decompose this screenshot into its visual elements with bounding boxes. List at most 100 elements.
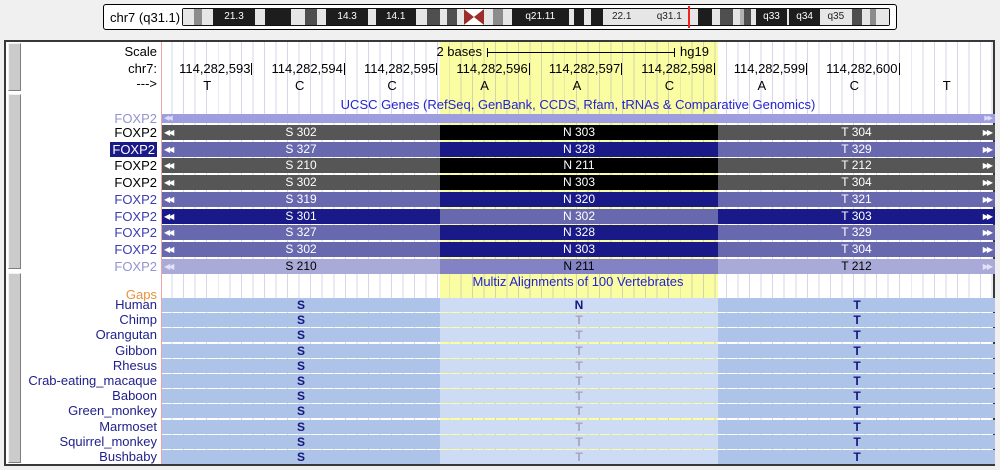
gene-bar-codon-highlight [440, 258, 718, 274]
alignment-letter: S [296, 434, 305, 449]
gene-label[interactable]: FOXP2 [114, 225, 157, 241]
chromosome-band [851, 9, 863, 25]
species-label[interactable]: Orangutan [95, 327, 157, 343]
position-label: 114,282,596 [456, 61, 528, 76]
gene-bar-codon-highlight [440, 125, 718, 140]
chromosome-band [426, 9, 441, 25]
gene-label[interactable]: FOXP2 [114, 191, 157, 207]
alignment-letter: T [853, 434, 861, 449]
species-label[interactable]: Crab-eating_macaque [28, 373, 157, 388]
gene-label[interactable]: FOXP2 [114, 111, 157, 126]
alignment-segment [718, 298, 995, 312]
species-label[interactable]: Green_monkey [68, 403, 157, 419]
codon-label: N 303 [562, 175, 596, 190]
alignment-letter: T [853, 343, 861, 358]
alignment-segment [162, 313, 440, 328]
gene-bar[interactable]: S 210 N 211 T 212 ◀◀ ▶▶ [162, 258, 995, 274]
alignment-segment [718, 313, 995, 328]
gene-bar[interactable]: S 302 N 303 T 304 ◀◀ ▶▶ [162, 175, 995, 191]
position-label: 114,282,599 [733, 61, 806, 76]
chromosome-band [316, 9, 327, 25]
gaps-row-label: Gaps [125, 287, 157, 302]
base-letter: C [294, 78, 305, 93]
prev-arrows-icon: ◀◀ [164, 128, 174, 137]
alignment-segment [718, 343, 995, 358]
species-label[interactable]: Bushbaby [99, 449, 157, 464]
chromosome-band [415, 9, 427, 25]
chromosome-band [719, 9, 734, 25]
chromosome-ideogram[interactable]: 21.3 14.3 14.1 q21.11 22.1 q31.1 q33 q34 q35 [182, 6, 890, 28]
gene-bar[interactable]: S 210 N 211 T 212 ◀◀ ▶▶ [162, 158, 995, 174]
gene-bar[interactable]: S 302 N 303 T 304 ◀◀ ▶▶ [162, 125, 995, 140]
alignment-segment [440, 328, 718, 343]
position-tick [529, 63, 530, 75]
gene-label[interactable]: FOXP2 [114, 241, 157, 257]
alignment-letter: T [575, 434, 583, 449]
codon-label: S 302 [285, 241, 317, 256]
gene-bar[interactable]: S 302 N 303 T 304 ◀◀ ▶▶ [162, 241, 995, 257]
alignment-letter: S [296, 343, 305, 358]
gene-label[interactable]: FOXP2 [114, 208, 157, 224]
base-letter: A [480, 78, 489, 93]
position-label: 114,282,594 [271, 61, 343, 76]
track-drag-handle-genes[interactable] [8, 94, 21, 269]
codon-label: T 303 [841, 208, 872, 223]
codon-label: S 319 [285, 191, 317, 206]
species-label[interactable]: Baboon [112, 388, 157, 404]
alignment-segment [718, 404, 995, 419]
gene-label[interactable]: FOXP2 [114, 258, 157, 274]
base-letter: T [942, 78, 951, 93]
gene-bar-codon-highlight [440, 191, 718, 207]
chromosome-band [691, 9, 699, 25]
chromosome-band [870, 9, 877, 25]
species-label[interactable]: Human [115, 297, 157, 312]
codon-label: T 329 [841, 141, 872, 156]
multiz-track-title[interactable]: Multiz Alignments of 100 Vertebrates [472, 274, 684, 289]
chromosome-band [640, 9, 647, 25]
species-label[interactable]: Gibbon [115, 342, 157, 358]
codon-label: N 303 [562, 125, 596, 139]
gene-bar[interactable]: S 319 N 320 T 321 ◀◀ ▶▶ [162, 191, 995, 207]
gene-bar[interactable]: S 327 N 328 T 329 ◀◀ ▶▶ [162, 141, 995, 157]
alignment-letter: S [296, 374, 305, 388]
alignment-segment [440, 434, 718, 449]
gene-bar[interactable]: S 327 N 328 T 329 ◀◀ ▶▶ [162, 225, 995, 241]
gene-bar[interactable]: ◀◀ ▶▶ [162, 114, 995, 123]
species-label[interactable]: Chimp [119, 312, 157, 328]
gene-bar-codon-highlight [440, 141, 718, 157]
species-label[interactable]: Squirrel_monkey [59, 433, 157, 449]
chromosome-band [193, 9, 203, 25]
alignment-letter: S [296, 298, 305, 312]
alignment-segment [718, 450, 995, 464]
gene-label[interactable]: FOXP2 [114, 175, 157, 191]
alignment-segment [162, 419, 440, 434]
genes-track-title[interactable]: UCSC Genes (RefSeq, GenBank, CCDS, Rfam,… [340, 97, 816, 112]
gene-label[interactable]: FOXP2 [114, 125, 157, 140]
next-arrows-icon: ▶▶ [982, 211, 993, 221]
track-drag-handle-multiz[interactable] [8, 273, 21, 463]
gene-bar[interactable]: S 301 N 302 T 303 ◀◀ ▶▶ [162, 208, 995, 224]
gene-label[interactable]: FOXP2 [114, 158, 157, 174]
chromosome-band [698, 9, 712, 25]
species-label[interactable]: Rhesus [112, 357, 157, 373]
species-label[interactable]: Marmoset [99, 418, 157, 434]
base-letter: C [387, 78, 397, 93]
alignment-letter: S [296, 313, 305, 328]
position-label: 114,282,597 [548, 61, 621, 76]
alignment-letter: S [296, 358, 305, 373]
chromosome-band [876, 9, 890, 25]
track-drag-handle-ruler[interactable] [8, 43, 21, 91]
gene-label[interactable]: FOXP2 [110, 141, 157, 157]
